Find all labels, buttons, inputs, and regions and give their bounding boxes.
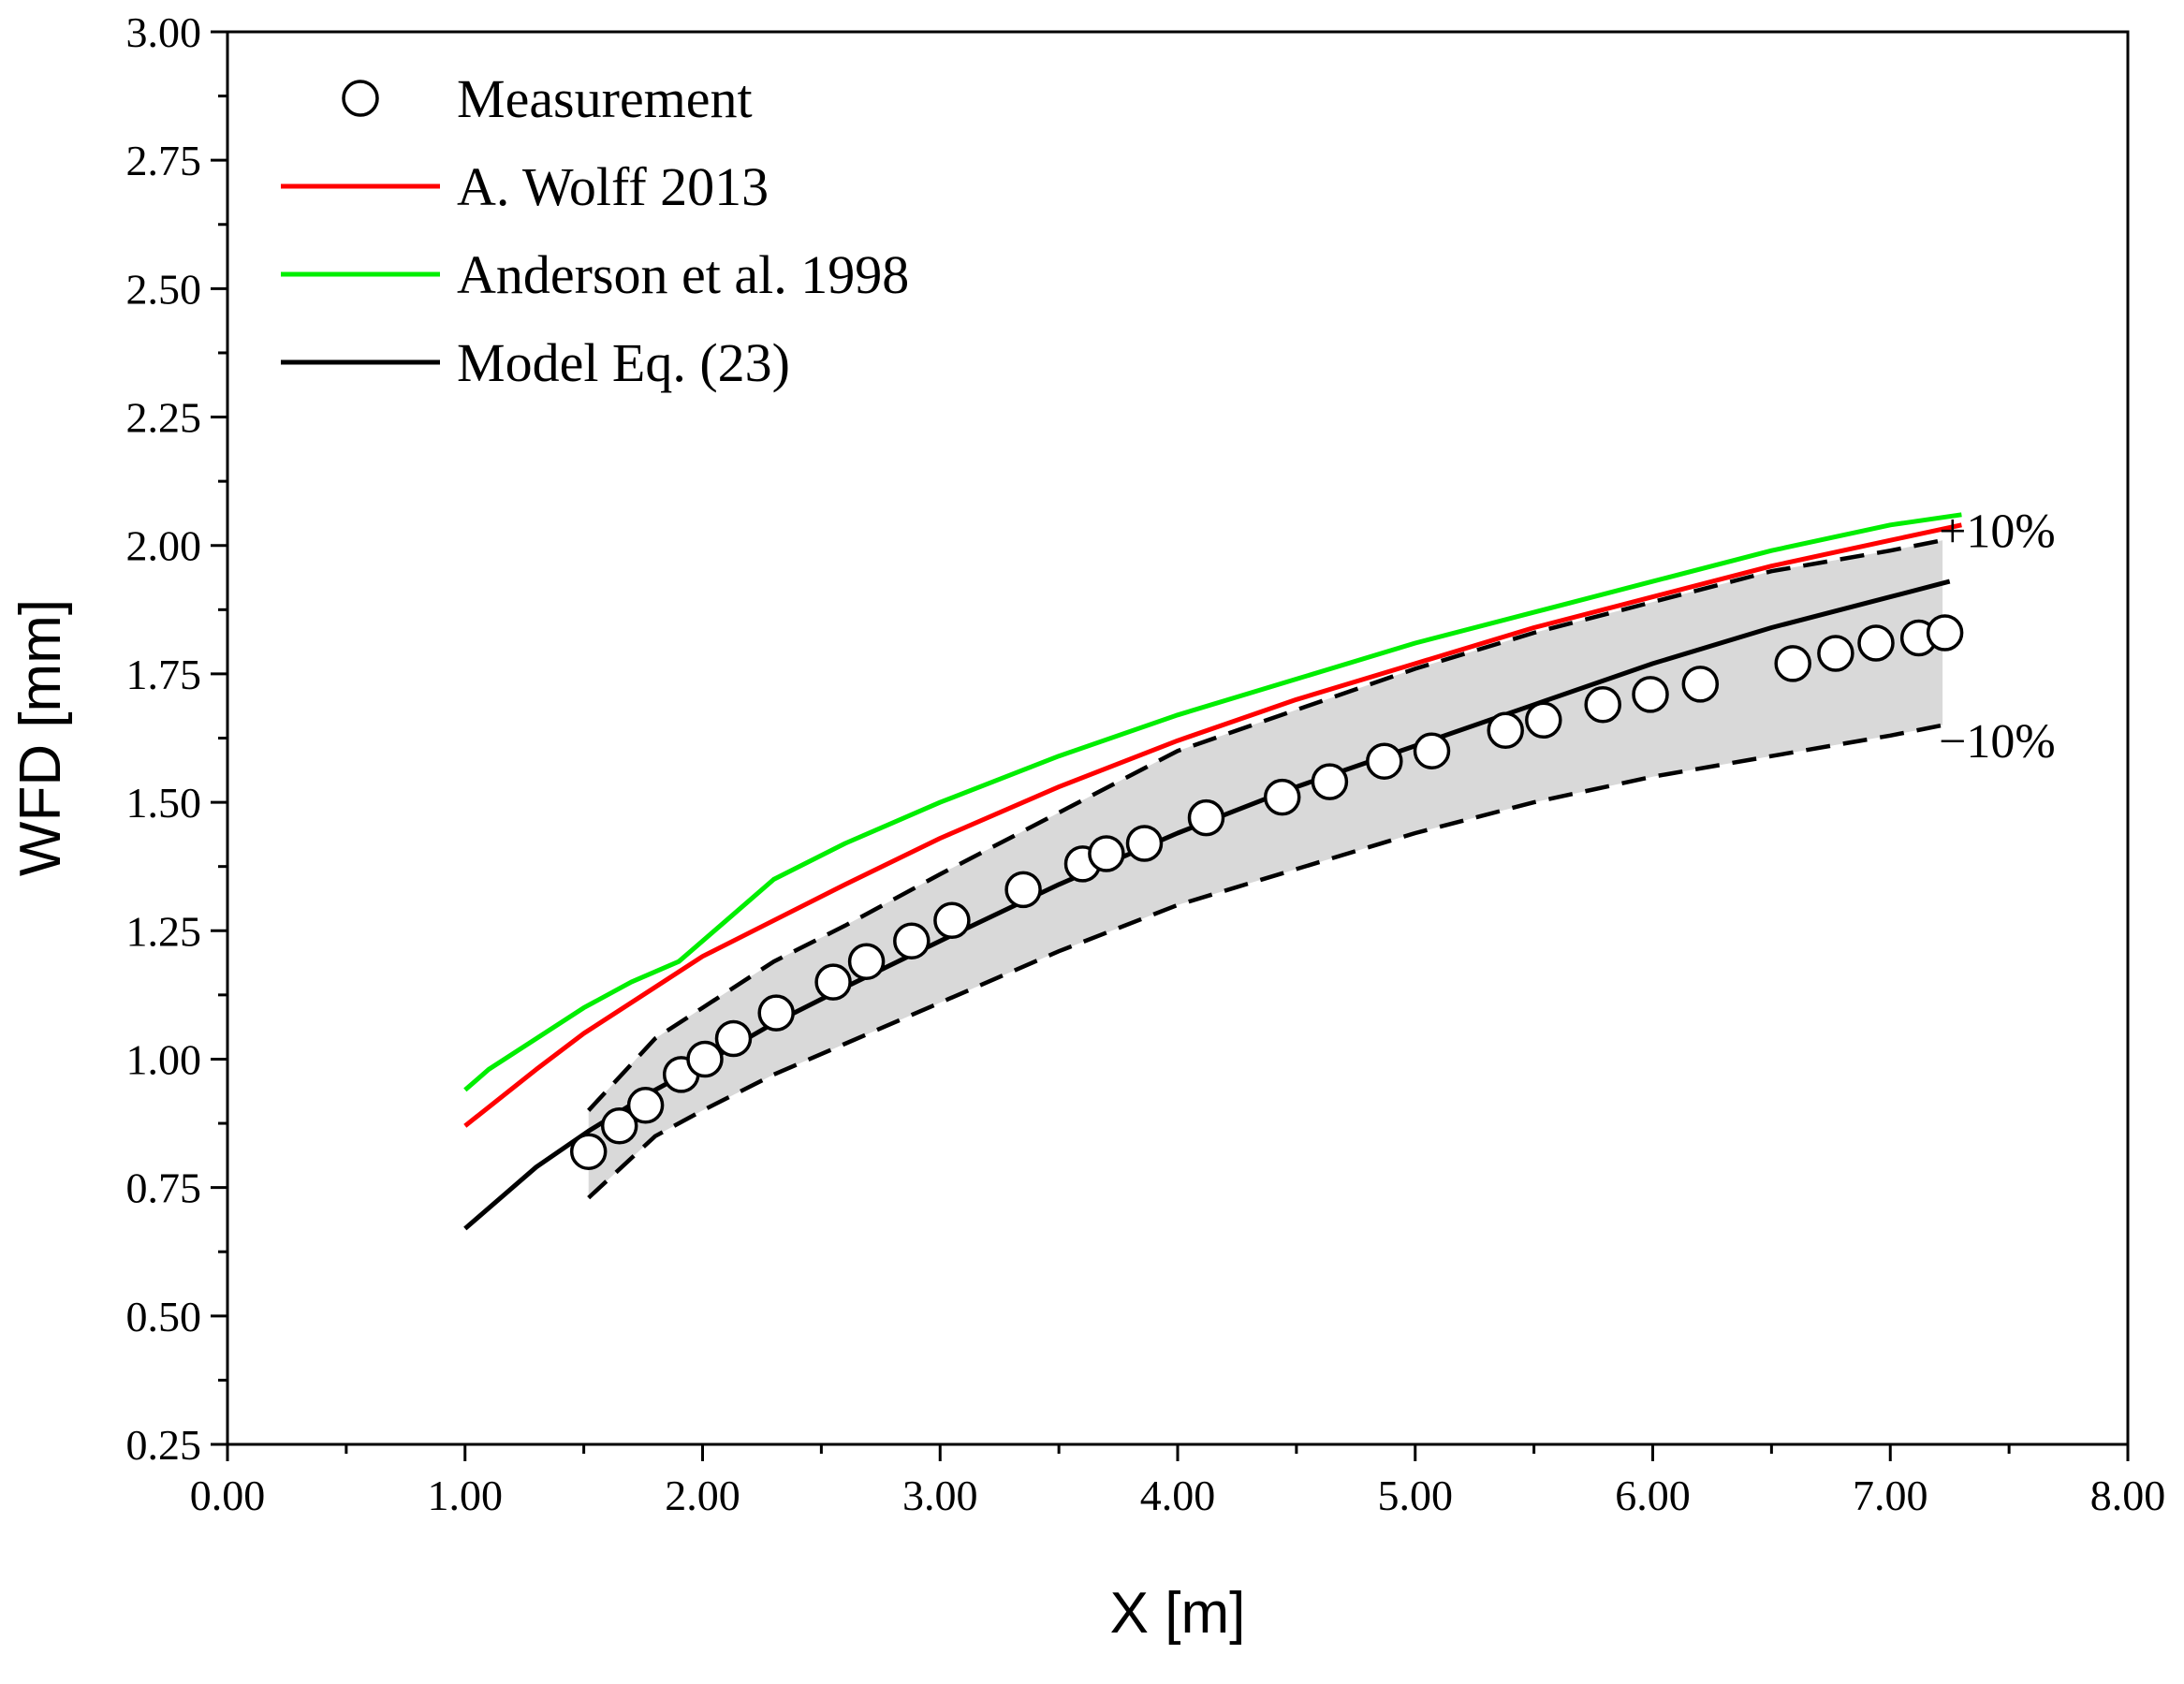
legend-label-a-wolff-2013: A. Wolff 2013 [457, 156, 769, 217]
upper-10pct-bound-line [587, 537, 1943, 1112]
y-tick-label: 0.25 [126, 1421, 202, 1469]
x-tick-label: 2.00 [665, 1472, 740, 1519]
annotation-layer: +10% −10% [1939, 505, 2056, 769]
x-tick-label: 4.00 [1140, 1472, 1216, 1519]
measurement-point [893, 922, 931, 959]
measurement-point [1413, 732, 1451, 769]
y-tick-label: 1.00 [126, 1035, 202, 1083]
band-annotation: +10% [1939, 505, 2056, 558]
lower-10pct-bound-line [587, 723, 1943, 1200]
legend-label-anderson-et-al-1998: Anderson et al. 1998 [457, 244, 909, 305]
y-tick-label: 0.75 [126, 1164, 202, 1212]
measurement-point [1632, 676, 1669, 713]
measurement-point [1088, 835, 1125, 872]
measurement-point [1366, 742, 1403, 780]
x-tick-label: 3.00 [902, 1472, 978, 1519]
measurement-point [1774, 645, 1811, 682]
measurement-point [1525, 701, 1562, 739]
x-axis-title: X [m] [1110, 1581, 1246, 1646]
x-tick-label: 0.00 [190, 1472, 266, 1519]
y-tick-label: 2.25 [126, 394, 202, 442]
y-tick-label: 1.50 [126, 779, 202, 827]
legend: Measurement A. Wolff 2013 Anderson et al. … [281, 68, 909, 393]
band-annotation: −10% [1939, 715, 2056, 769]
measurement-point [933, 901, 971, 940]
x-tick-label: 6.00 [1615, 1472, 1691, 1519]
series-layer [463, 512, 1964, 1231]
measurement-point [686, 1040, 724, 1078]
measurement-point [1817, 635, 1854, 672]
measurement-point [600, 1107, 638, 1145]
legend-label-model-eq-23: Model Eq. (23) [457, 332, 790, 393]
measurement-point [1857, 624, 1895, 662]
measurement-point [1681, 666, 1720, 703]
y-tick-label: 1.75 [126, 651, 202, 698]
y-tick-label: 2.50 [126, 265, 202, 313]
legend-label-measurement: Measurement [457, 68, 753, 129]
measurement-point [1487, 711, 1524, 750]
measurement-point [1926, 614, 1964, 652]
y-axis-title: WFD [mm] [8, 599, 73, 876]
measurement-point [757, 994, 795, 1032]
x-tick-label: 5.00 [1378, 1472, 1454, 1519]
measurement-point [569, 1133, 608, 1170]
ticks-layer: 0.00 1.00 2.00 3.00 4.00 5.00 6.00 7.00 8.00 0.25… [126, 8, 2166, 1519]
y-tick-label: 3.00 [126, 8, 202, 56]
measurement-point [1263, 778, 1301, 816]
x-tick-label: 7.00 [1853, 1472, 1928, 1519]
measurement-point [714, 1019, 753, 1058]
series-line-a-wolff-2013 [463, 522, 1962, 1128]
measurement-point [814, 963, 852, 1001]
measurement-point [1584, 686, 1621, 724]
y-tick-label: 0.50 [126, 1293, 202, 1340]
measurement-point [1187, 798, 1225, 837]
x-tick-label: 1.00 [428, 1472, 504, 1519]
y-tick-label: 1.25 [126, 907, 202, 955]
y-tick-label: 2.75 [126, 137, 202, 184]
series-line-anderson-et-al-1998 [463, 512, 1962, 1092]
measurement-point [1004, 871, 1042, 909]
measurement-point [1125, 825, 1164, 862]
y-tick-label: 2.00 [126, 522, 202, 570]
measurement-point [626, 1087, 665, 1124]
measurement-point [847, 943, 886, 980]
legend-swatch-measurement [342, 80, 379, 117]
x-tick-label: 8.00 [2090, 1472, 2166, 1519]
measurement-point [1311, 763, 1349, 800]
